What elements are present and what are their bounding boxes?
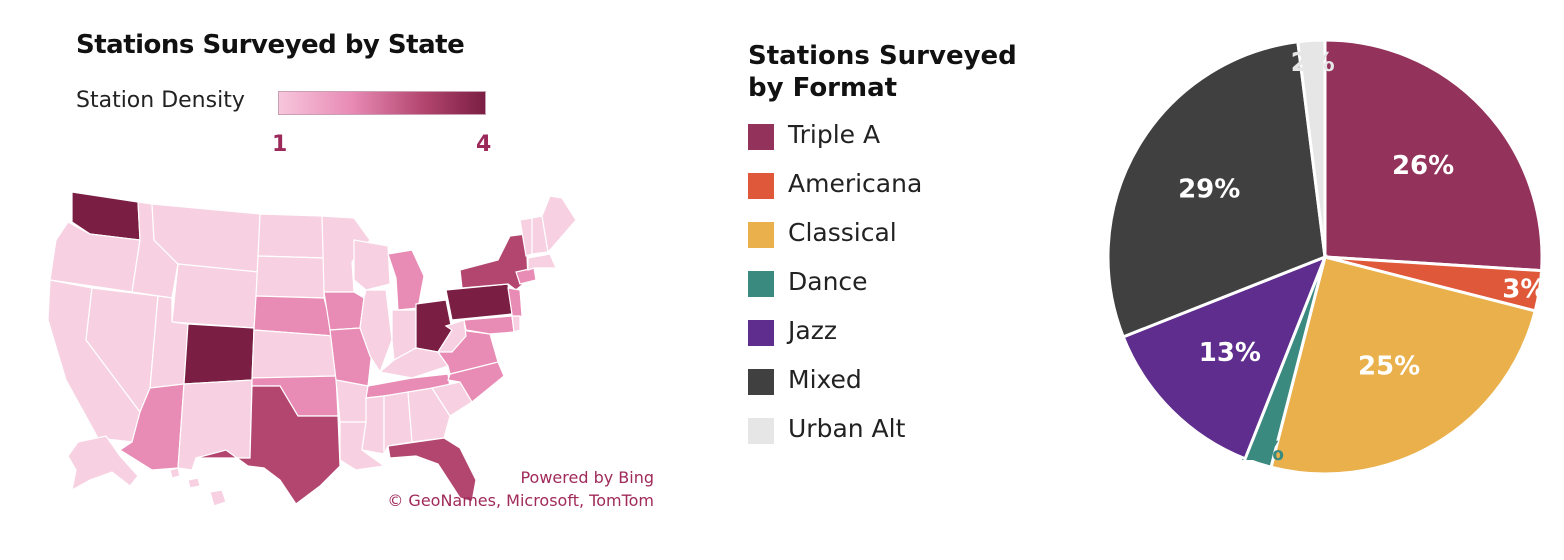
state-north-dakota [257,213,325,259]
density-gradient-bar [278,91,486,115]
pie-slice [1106,40,1327,339]
state-nebraska [253,295,335,337]
state-wyoming [171,263,259,329]
map-title: Stations Surveyed by State [76,30,465,60]
state-tennessee [365,373,451,399]
us-state-map [47,191,577,507]
format-pie-chart: 26%3%25%2%13%29%2% [1106,38,1546,476]
state-mississippi [361,395,385,455]
state-iowa [323,291,365,331]
pie-slice [1121,254,1328,461]
pie-data-label: 26% [1392,151,1454,181]
legend-swatch [748,320,774,346]
pie-data-label: 2% [1291,48,1335,78]
state-new-york [459,233,529,291]
state-massachusetts [527,253,557,271]
pie-slice [1296,38,1327,258]
legend-swatch [748,418,774,444]
legend-swatch [748,271,774,297]
pie-data-label: 29% [1178,175,1240,205]
legend-swatch [748,124,774,150]
legend-label: Dance [788,267,868,296]
state-missouri [329,327,373,387]
chart-title-line2: by Format [748,73,898,103]
pie-slice [1323,38,1544,273]
state-maryland [463,315,515,335]
state-wisconsin [353,239,391,291]
state-michigan [387,249,425,311]
map-states [47,191,577,507]
state-kansas [251,329,337,379]
state-alaska [67,435,139,492]
state-hawaii [169,467,227,507]
legend-label: Urban Alt [788,414,906,443]
pie-data-label: 3% [1502,275,1546,305]
state-illinois [359,289,393,374]
pie-data-label: 13% [1199,338,1261,368]
chart-title: Stations Surveyed by Format [748,40,1048,104]
state-maine [541,195,577,254]
state-south-dakota [255,255,325,299]
legend-swatch [748,222,774,248]
state-arkansas [335,379,369,423]
legend-swatch [748,173,774,199]
density-max-label: 4 [476,132,492,157]
legend-swatch [748,369,774,395]
state-texas [195,385,341,505]
density-legend-label: Station Density [76,88,245,113]
legend-label: Triple A [788,120,881,149]
density-min-label: 1 [272,132,288,157]
pie-data-label: 25% [1358,351,1420,381]
legend-label: Jazz [788,316,837,345]
legend-label: Americana [788,169,923,198]
state-pennsylvania [445,283,513,321]
pie-slice [1269,255,1538,476]
state-georgia [407,387,451,443]
legend-label: Classical [788,218,897,247]
chart-title-line1: Stations Surveyed [748,41,1017,71]
state-delaware [511,315,521,333]
legend-label: Mixed [788,365,862,394]
state-florida [387,437,477,503]
state-colorado [183,323,255,385]
map-attribution-line2: © GeoNames, Microsoft, TomTom [387,491,654,510]
map-attribution-line1: Powered by Bing [520,468,654,487]
